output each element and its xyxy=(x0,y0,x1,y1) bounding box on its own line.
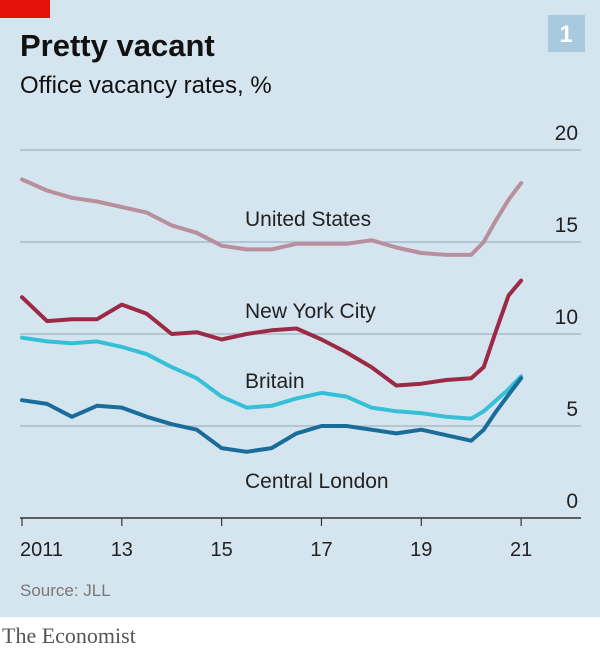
series-line xyxy=(20,335,524,421)
y-tick-label: 10 xyxy=(555,306,578,329)
red-tag xyxy=(0,0,50,18)
series-line xyxy=(20,376,524,454)
x-tick-label: 19 xyxy=(410,539,432,561)
series-label: United States xyxy=(245,208,371,231)
chart-title: Pretty vacant xyxy=(20,28,215,63)
y-tick-label: 20 xyxy=(555,122,578,145)
background xyxy=(0,0,600,617)
series-label: Britain xyxy=(245,370,305,393)
chart-number: 1 xyxy=(559,21,572,48)
x-tick-label: 13 xyxy=(111,539,133,561)
y-tick-label: 0 xyxy=(566,490,578,513)
chart-subtitle: Office vacancy rates, % xyxy=(20,72,272,99)
brand: The Economist xyxy=(2,623,136,648)
series-line xyxy=(20,278,524,388)
source: Source: JLL xyxy=(20,581,111,600)
y-tick-label: 5 xyxy=(566,398,578,421)
x-tick-label: 21 xyxy=(510,539,532,561)
y-tick-label: 15 xyxy=(555,214,578,237)
x-tick-label: 17 xyxy=(310,539,332,561)
x-tick-label: 2011 xyxy=(20,539,63,561)
series-label: New York City xyxy=(245,300,376,323)
x-tick-label: 15 xyxy=(211,539,233,561)
number-box xyxy=(548,15,585,52)
series-label: Central London xyxy=(245,470,389,493)
series-line xyxy=(20,177,524,257)
